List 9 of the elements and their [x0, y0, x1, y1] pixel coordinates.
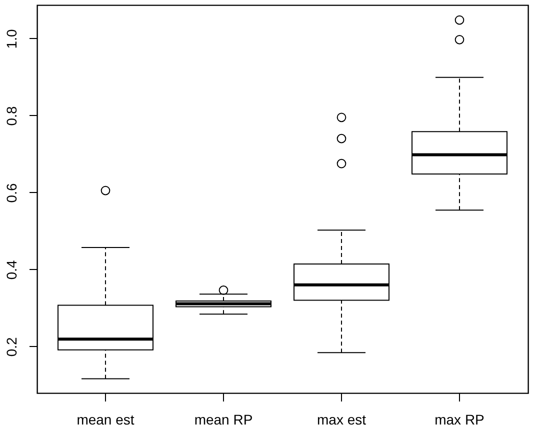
- y-tick-label: 0.4: [4, 260, 20, 280]
- x-tick-label: max est: [316, 412, 366, 428]
- x-tick-label: max RP: [434, 412, 484, 428]
- y-tick-label: 0.2: [4, 336, 20, 357]
- y-tick-label: 0.6: [4, 183, 20, 203]
- y-tick-label: 0.8: [4, 106, 20, 126]
- y-tick-label: 1.0: [4, 29, 20, 49]
- x-tick-label: mean est: [76, 412, 134, 428]
- x-tick-label: mean RP: [194, 412, 253, 428]
